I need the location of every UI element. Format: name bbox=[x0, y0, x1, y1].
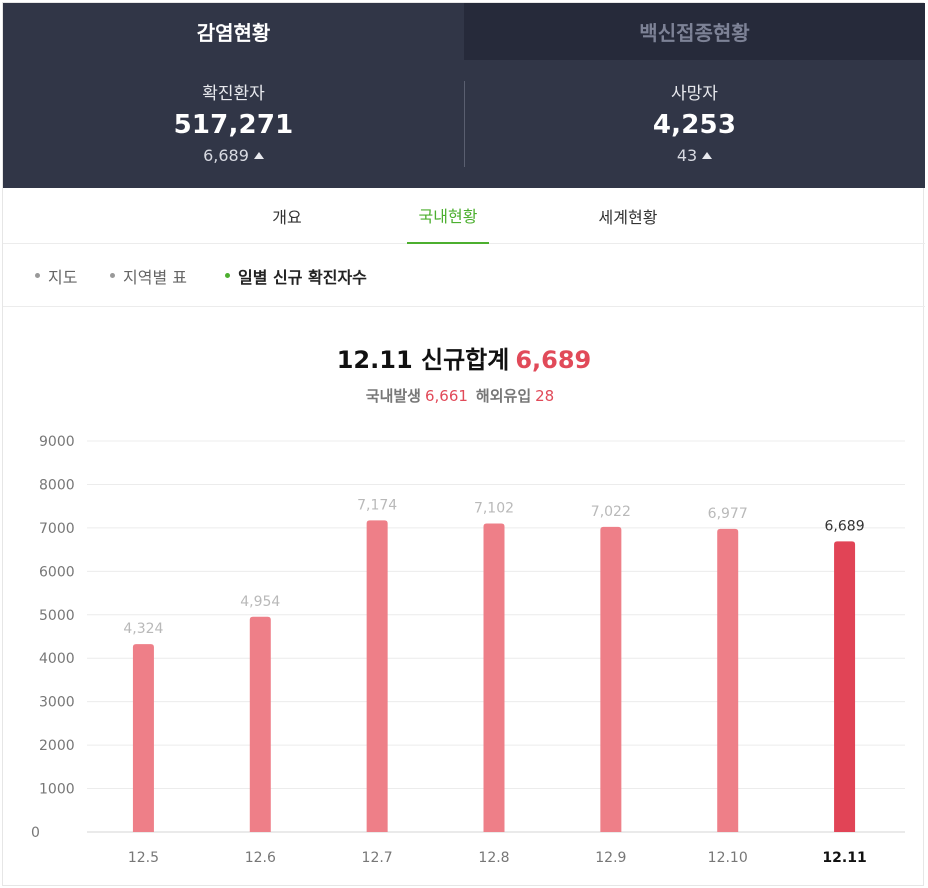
bar-data-label: 4,324 bbox=[123, 621, 163, 637]
header-panel: 감염현황 백신접종현황 확진환자 517,271 6,689 사망자 4,253… bbox=[3, 3, 925, 188]
bar-data-label: 6,689 bbox=[825, 518, 865, 534]
x-tick-label: 12.10 bbox=[708, 850, 748, 866]
tab-infection-status[interactable]: 감염현황 bbox=[3, 3, 464, 60]
confirmed-label: 확진환자 bbox=[202, 84, 265, 104]
view-filter-bar: 지도 지역별 표 일별 신규 확진자수 bbox=[3, 244, 925, 307]
deaths-stat: 사망자 4,253 43 bbox=[464, 79, 925, 165]
y-tick-label: 3000 bbox=[39, 695, 75, 711]
y-tick-label: 0 bbox=[31, 825, 40, 841]
filter-map[interactable]: 지도 bbox=[35, 244, 77, 307]
bar-12.5[interactable] bbox=[132, 644, 154, 832]
bar-data-label: 7,022 bbox=[591, 504, 631, 520]
deaths-value: 4,253 bbox=[652, 110, 737, 140]
summary-breakdown: 국내발생 6,661 해외유입 28 bbox=[3, 385, 925, 406]
daily-cases-bar-chart: 0 1000 2000 3000 4000 5000 6000 7000 8000 9000 4,3… bbox=[31, 434, 905, 866]
bar-12.9[interactable] bbox=[600, 526, 622, 832]
overseas-label: 해외유입 bbox=[475, 387, 532, 405]
x-tick-label: 12.8 bbox=[478, 850, 509, 866]
deaths-label: 사망자 bbox=[671, 84, 718, 104]
domestic-value: 6,661 bbox=[424, 387, 468, 405]
confirmed-stat: 확진환자 517,271 6,689 bbox=[3, 79, 464, 165]
x-tick-label: 12.11 bbox=[822, 850, 866, 866]
bar-12.10[interactable] bbox=[717, 528, 739, 832]
confirmed-value: 517,271 bbox=[173, 110, 294, 140]
y-tick-label: 9000 bbox=[39, 434, 75, 450]
filter-region-table[interactable]: 지역별 표 bbox=[110, 244, 187, 307]
y-tick-label: 6000 bbox=[39, 564, 75, 580]
x-tick-label: 12.7 bbox=[362, 850, 393, 866]
bar-data-label: 4,954 bbox=[240, 594, 280, 610]
y-tick-label: 7000 bbox=[39, 521, 75, 537]
domestic-label: 국내발생 bbox=[365, 387, 421, 405]
summary-headline: 12.11 신규합계 6,689 bbox=[3, 340, 925, 375]
tab-overview[interactable]: 개요 bbox=[272, 208, 302, 227]
summary-title: 12.11 신규합계 bbox=[336, 346, 510, 374]
y-tick-label: 8000 bbox=[39, 477, 75, 493]
stat-divider bbox=[464, 81, 465, 167]
bullet-icon bbox=[35, 273, 40, 278]
x-tick-label: 12.9 bbox=[595, 850, 626, 866]
bar-data-label: 7,174 bbox=[357, 497, 397, 513]
tab-world[interactable]: 세계현황 bbox=[598, 208, 658, 227]
x-tick-label: 12.5 bbox=[128, 850, 159, 866]
sub-tab-bar: 개요 국내현황 세계현황 bbox=[3, 188, 925, 244]
filter-region-table-label: 지역별 표 bbox=[123, 267, 187, 287]
y-tick-label: 2000 bbox=[39, 738, 75, 754]
tab-vaccination-status[interactable]: 백신접종현황 bbox=[464, 3, 925, 60]
filter-map-label: 지도 bbox=[48, 267, 78, 287]
bar-data-label: 7,102 bbox=[474, 500, 514, 516]
bar-12.11[interactable] bbox=[834, 541, 856, 832]
bar-12.7[interactable] bbox=[366, 520, 388, 832]
increase-arrow-icon bbox=[253, 152, 264, 159]
summary-total: 6,689 bbox=[515, 346, 592, 374]
bullet-icon bbox=[225, 273, 230, 278]
increase-arrow-icon bbox=[702, 152, 713, 159]
bar-12.8[interactable] bbox=[483, 523, 505, 832]
filter-daily-new-cases-label: 일별 신규 확진자수 bbox=[238, 267, 367, 287]
x-tick-label: 12.6 bbox=[245, 850, 276, 866]
overseas-value: 28 bbox=[535, 387, 555, 405]
deaths-delta-value: 43 bbox=[676, 146, 698, 165]
bullet-icon bbox=[110, 273, 115, 278]
deaths-delta: 43 bbox=[676, 146, 713, 165]
confirmed-delta: 6,689 bbox=[203, 146, 264, 165]
y-tick-label: 1000 bbox=[39, 782, 75, 798]
y-tick-label: 5000 bbox=[39, 608, 75, 624]
daily-summary: 12.11 신규합계 6,689 국내발생 6,661 해외유입 28 bbox=[3, 340, 925, 406]
bar-data-label: 6,977 bbox=[708, 506, 748, 522]
confirmed-delta-value: 6,689 bbox=[203, 146, 249, 165]
bar-12.6[interactable] bbox=[249, 616, 271, 832]
filter-daily-new-cases[interactable]: 일별 신규 확진자수 bbox=[225, 244, 367, 307]
y-tick-label: 4000 bbox=[39, 651, 75, 667]
tab-domestic[interactable]: 국내현황 bbox=[407, 188, 489, 244]
